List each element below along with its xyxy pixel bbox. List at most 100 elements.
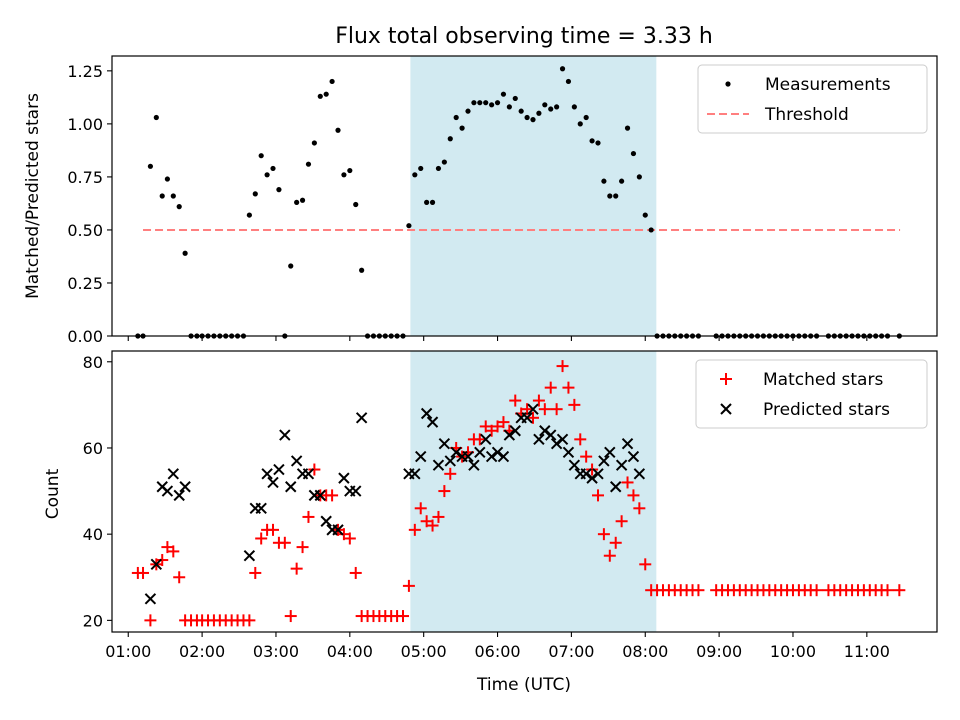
measurement-point bbox=[447, 136, 453, 142]
measurement-point bbox=[571, 104, 577, 110]
measurement-point bbox=[559, 66, 566, 72]
legend-threshold-label: Threshold bbox=[764, 105, 849, 125]
measurement-point bbox=[299, 197, 306, 203]
matched-stars-point bbox=[639, 558, 652, 571]
y-tick-label: 0.25 bbox=[67, 274, 103, 293]
matched-stars-point bbox=[586, 463, 599, 476]
measurement-point bbox=[276, 187, 282, 193]
predicted-stars-point bbox=[604, 446, 616, 458]
matched-stars-point bbox=[326, 489, 339, 502]
measurement-point bbox=[294, 199, 300, 205]
matched-stars-point bbox=[893, 584, 906, 597]
measurement-point bbox=[548, 106, 554, 112]
predicted-stars-point bbox=[338, 472, 350, 484]
measurement-point bbox=[359, 267, 365, 273]
predicted-stars-point bbox=[468, 459, 480, 471]
matched-stars-point bbox=[408, 523, 421, 536]
bottom-legend: Matched stars Predicted stars bbox=[695, 359, 928, 429]
measurement-point bbox=[323, 91, 329, 97]
matched-stars-point bbox=[550, 403, 563, 416]
predicted-stars-point bbox=[633, 468, 646, 480]
predicted-stars-point bbox=[580, 468, 592, 480]
measurement-point bbox=[642, 212, 648, 218]
predicted-stars-point bbox=[450, 446, 462, 458]
x-tick-label: 11:00 bbox=[844, 642, 890, 661]
matched-stars-point bbox=[627, 489, 640, 502]
predicted-stars-point bbox=[167, 468, 180, 480]
measurement-point bbox=[536, 110, 542, 116]
measurement-point bbox=[258, 153, 264, 159]
measurement-point bbox=[335, 127, 341, 133]
predicted-stars-point bbox=[432, 459, 445, 471]
matched-stars-point bbox=[137, 566, 150, 579]
predicted-stars-point bbox=[568, 459, 581, 471]
matched-stars-point bbox=[615, 515, 628, 528]
matched-stars-point bbox=[426, 519, 439, 532]
predicted-stars-point bbox=[474, 446, 486, 458]
measurement-point bbox=[412, 172, 418, 178]
predicted-stars-point bbox=[592, 468, 604, 480]
measurement-point bbox=[607, 193, 613, 199]
predicted-stars-point bbox=[539, 425, 551, 437]
predicted-stars-point bbox=[627, 450, 640, 463]
matched-stars-point bbox=[562, 381, 575, 394]
measurement-point bbox=[619, 178, 625, 184]
matched-stars-point bbox=[255, 532, 268, 545]
matched-stars-point bbox=[526, 411, 539, 424]
matched-stars-point bbox=[509, 394, 522, 407]
measurement-point bbox=[459, 125, 465, 131]
y-tick-label: 80 bbox=[83, 353, 103, 372]
legend-predicted-marker bbox=[720, 403, 732, 415]
predicted-stars-point bbox=[161, 485, 174, 497]
predicted-stars-point bbox=[179, 481, 191, 493]
top-legend: Measurements Threshold bbox=[697, 64, 928, 134]
bottom-y-axis-label: Count bbox=[43, 468, 63, 519]
matched-stars-point bbox=[444, 467, 457, 480]
matched-stars-point bbox=[597, 528, 610, 541]
predicted-stars-point bbox=[480, 433, 492, 446]
measurement-point bbox=[471, 100, 477, 106]
predicted-stars-point bbox=[350, 485, 362, 497]
matched-stars-point bbox=[521, 403, 534, 416]
measurement-point bbox=[429, 199, 436, 205]
legend-measurements-label: Measurements bbox=[765, 75, 891, 95]
measurement-point bbox=[435, 165, 442, 172]
measurement-point bbox=[170, 193, 176, 199]
matched-stars-point bbox=[156, 554, 169, 567]
matched-stars-point bbox=[173, 571, 186, 584]
measurement-point bbox=[424, 199, 430, 205]
predicted-stars-point bbox=[491, 446, 504, 458]
predicted-stars-point bbox=[598, 455, 610, 467]
measurement-point bbox=[506, 104, 512, 110]
predicted-stars-point bbox=[527, 403, 539, 415]
measurement-point bbox=[500, 91, 507, 97]
measurement-point bbox=[341, 172, 347, 178]
predicted-stars-point bbox=[533, 433, 545, 446]
predicted-stars-point bbox=[503, 429, 516, 441]
matched-stars-point bbox=[284, 610, 297, 623]
predicted-stars-point bbox=[314, 489, 326, 502]
matched-stars-point bbox=[633, 502, 646, 515]
matched-stars-point bbox=[692, 584, 705, 597]
top-panel: 0.00 0.25 0.50 0.75 1.00 1.25 Matched/Predict… bbox=[23, 55, 938, 346]
matched-stars-point bbox=[349, 566, 362, 579]
x-tick-label: 07:00 bbox=[548, 642, 594, 661]
x-tick-label: 06:00 bbox=[474, 642, 520, 661]
legend-matched-label: Matched stars bbox=[763, 370, 883, 390]
bottom-axes-frame bbox=[111, 350, 938, 633]
matched-stars-point bbox=[397, 610, 410, 623]
measurement-point bbox=[147, 163, 154, 169]
x-tick-label: 09:00 bbox=[696, 642, 742, 661]
matched-stars-point bbox=[267, 523, 280, 536]
measurement-point bbox=[512, 95, 518, 102]
matched-stars-point bbox=[568, 398, 581, 411]
predicted-stars-point bbox=[150, 558, 163, 571]
matched-stars-point bbox=[144, 614, 157, 627]
x-tick-label: 08:00 bbox=[622, 642, 668, 661]
measurement-point bbox=[353, 201, 359, 208]
legend-predicted-label: Predicted stars bbox=[763, 400, 890, 420]
measurement-point bbox=[542, 102, 548, 108]
predicted-stars-point bbox=[485, 450, 498, 463]
predicted-stars-point bbox=[144, 593, 157, 605]
